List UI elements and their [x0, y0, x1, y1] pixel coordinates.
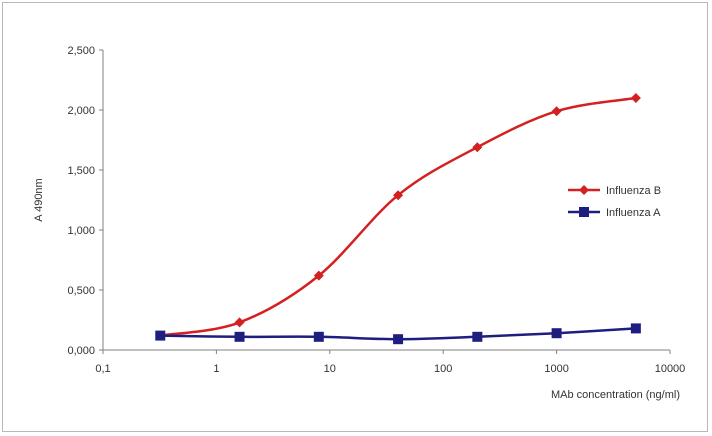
data-point-influenza-b [393, 190, 404, 201]
x-tick-label: 1000 [544, 363, 568, 375]
data-point-influenza-a [234, 331, 245, 342]
data-point-influenza-b [313, 270, 324, 281]
x-axis-title: MAb concentration (ng/ml) [551, 389, 680, 401]
axes [102, 50, 670, 351]
y-tick-label: 1,500 [67, 165, 95, 177]
data-point-influenza-a [472, 331, 483, 342]
legend-marker-influenza-b [579, 185, 589, 195]
data-point-influenza-b [234, 317, 245, 328]
y-axis-title: A 490nm [33, 178, 45, 221]
x-tick-label: 10 [324, 363, 336, 375]
data-point-influenza-b [472, 142, 483, 153]
y-tick-label: 1,000 [67, 225, 95, 237]
chart-frame [2, 2, 708, 432]
data-point-influenza-a [630, 323, 641, 334]
x-tick-label: 10000 [655, 363, 686, 375]
data-point-influenza-a [551, 328, 562, 339]
data-point-influenza-b [551, 106, 562, 117]
x-tick-label: 100 [434, 363, 452, 375]
series-layer [155, 93, 641, 345]
legend: Influenza B Influenza A [568, 185, 661, 219]
y-tick-label: 2,000 [67, 105, 95, 117]
series-influenza-a [155, 323, 641, 345]
y-tick-label: 0,000 [67, 345, 95, 357]
data-point-influenza-a [155, 330, 166, 341]
x-ticks: 0,1 1 10 100 1000 10000 [95, 350, 685, 375]
series-line-influenza-b [160, 96, 637, 337]
data-point-influenza-a [313, 331, 324, 342]
series-influenza-b [155, 93, 641, 341]
y-ticks: 0,000 0,500 1,000 1,500 2,000 2,500 [67, 45, 103, 357]
legend-marker-influenza-a [579, 207, 589, 217]
y-tick-label: 2,500 [67, 45, 95, 57]
data-point-influenza-a [393, 334, 404, 345]
legend-label-influenza-a: Influenza A [606, 207, 661, 219]
x-tick-label: 0,1 [95, 363, 110, 375]
data-point-influenza-b [630, 93, 641, 103]
legend-item-influenza-b: Influenza B [568, 185, 661, 197]
y-tick-label: 0,500 [67, 285, 95, 297]
legend-item-influenza-a: Influenza A [568, 207, 661, 219]
x-tick-label: 1 [213, 363, 219, 375]
legend-label-influenza-b: Influenza B [606, 185, 661, 197]
